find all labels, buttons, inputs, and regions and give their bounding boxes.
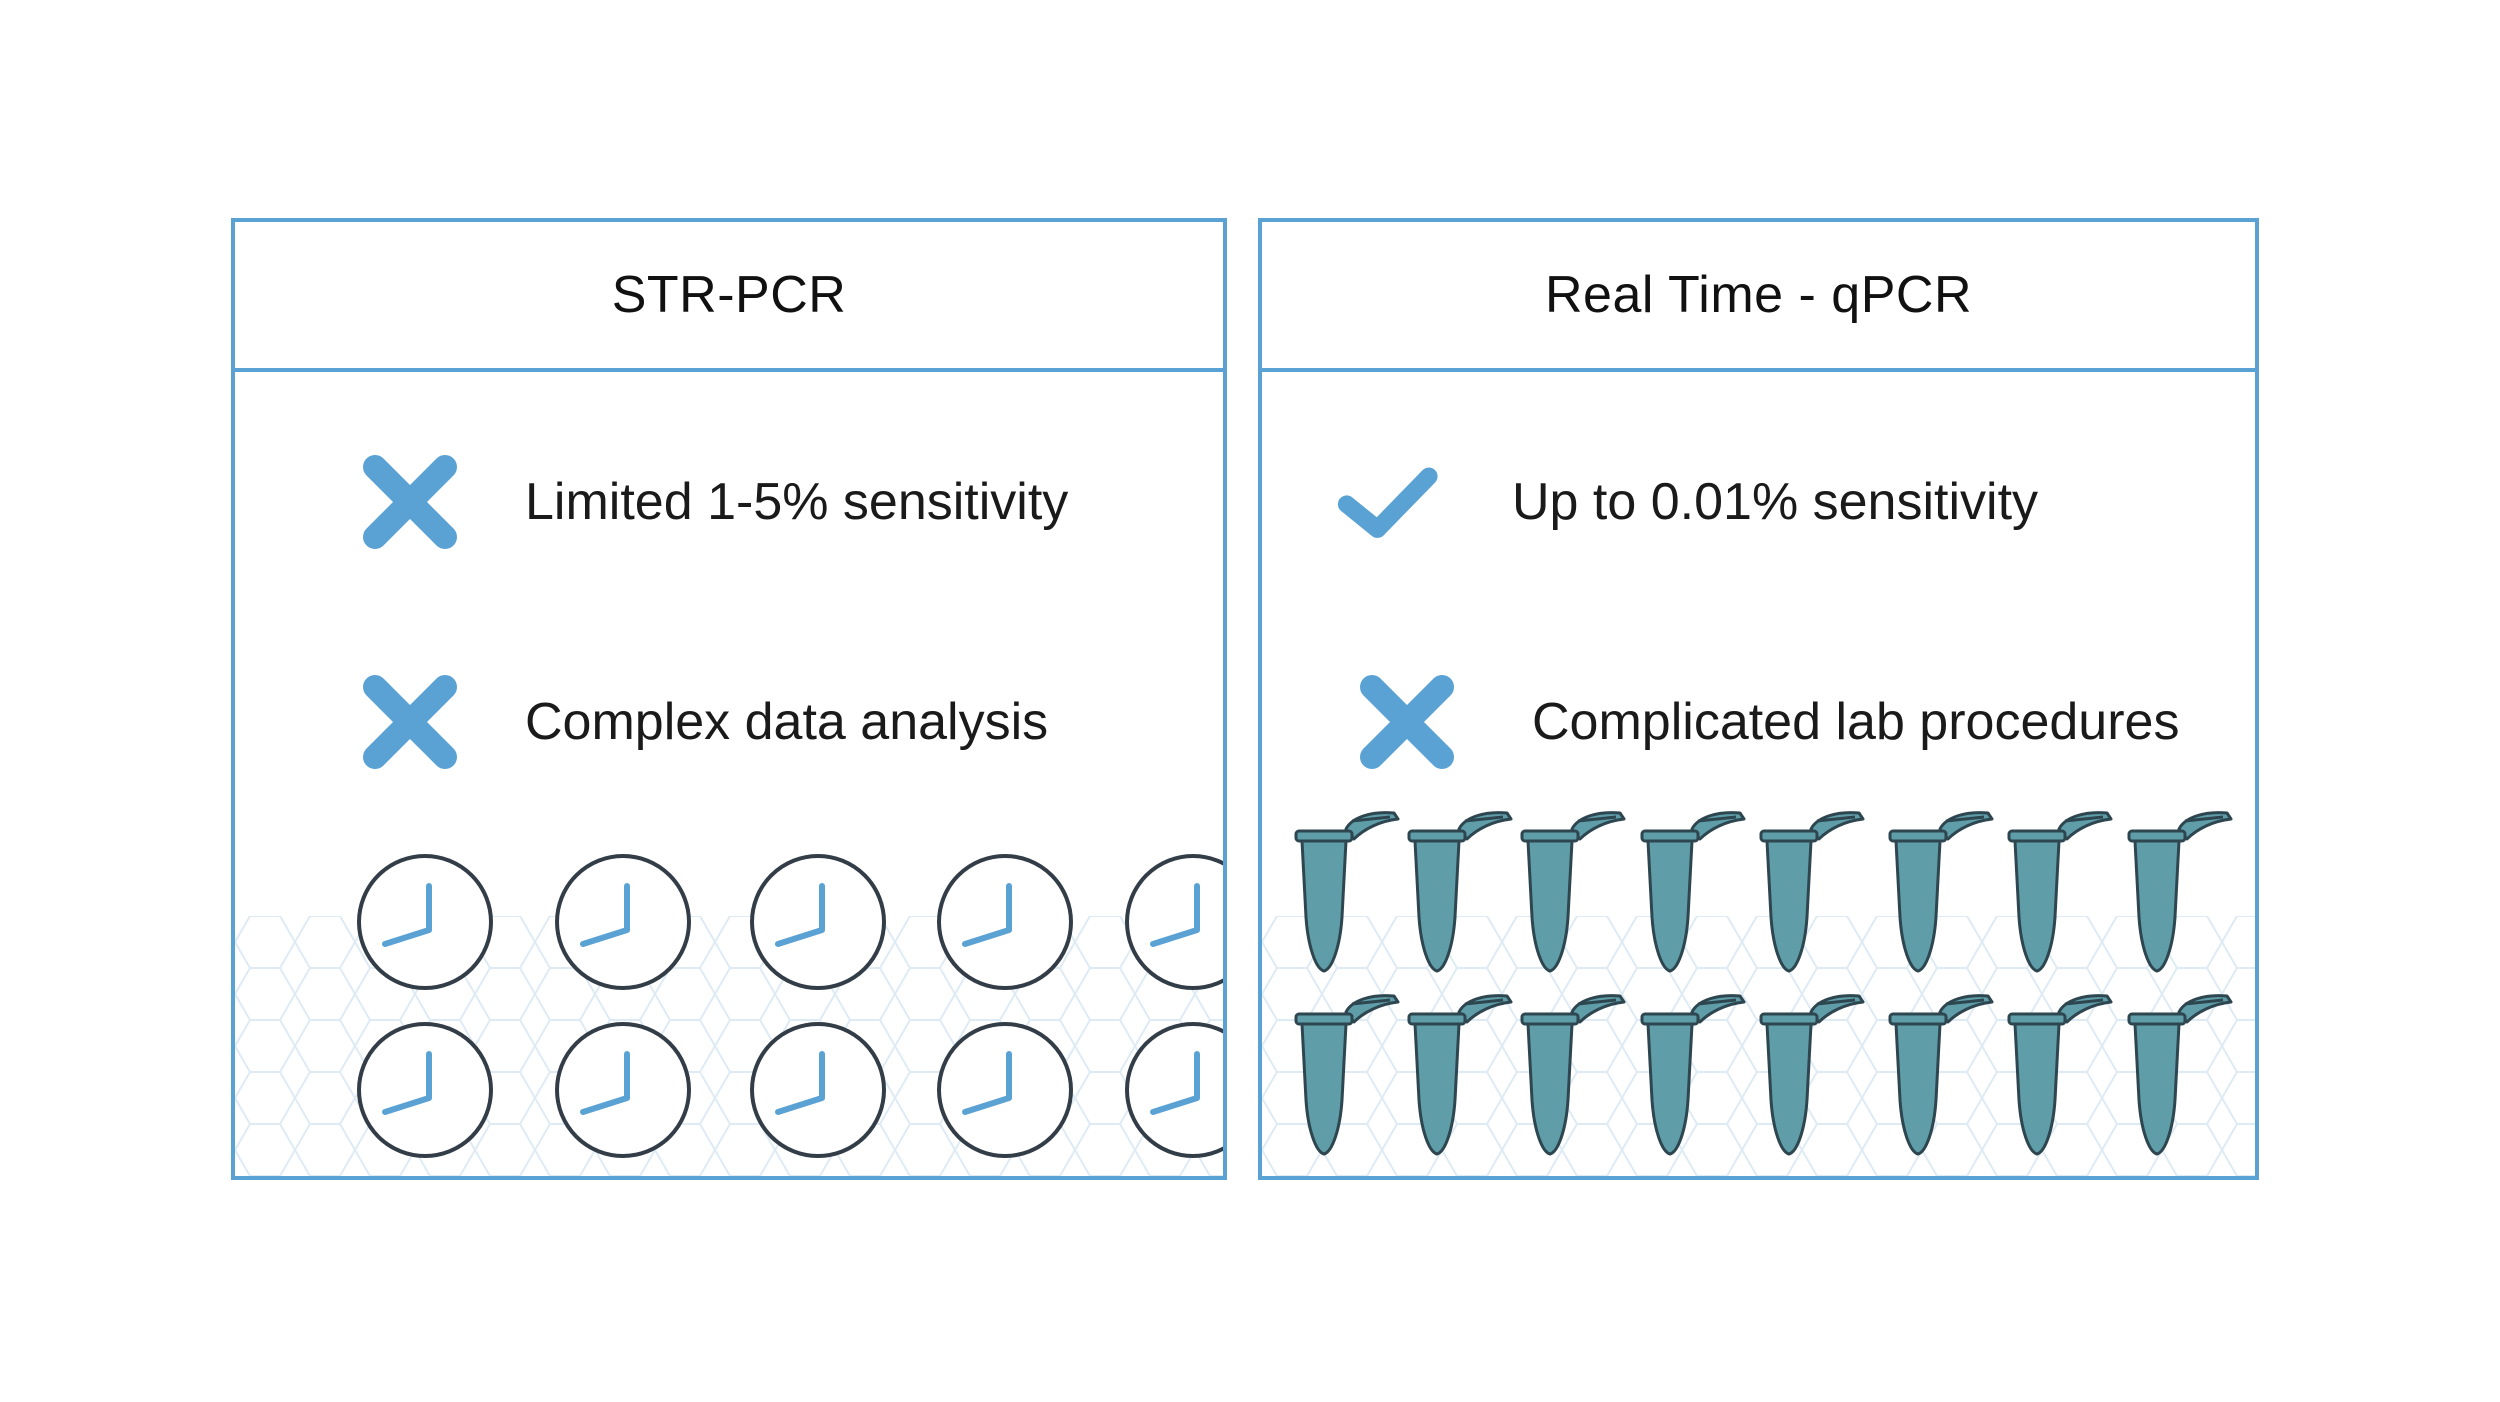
pcr-tube-icon bbox=[2007, 807, 2117, 982]
cross-icon bbox=[1352, 667, 1462, 777]
panel-title: STR-PCR bbox=[235, 222, 1223, 372]
clock-icon bbox=[553, 1020, 693, 1165]
feature-row: Complex data analysis bbox=[355, 667, 1048, 777]
feature-text: Limited 1-5% sensitivity bbox=[525, 473, 1069, 531]
pcr-tube-icon bbox=[1294, 990, 1404, 1165]
cross-icon bbox=[355, 447, 465, 557]
pcr-tube-icon bbox=[2007, 990, 2117, 1165]
pcr-tube-icon bbox=[1520, 990, 1630, 1165]
clock-icon bbox=[935, 852, 1075, 997]
pcr-tube-icon bbox=[1407, 990, 1517, 1165]
qpcr-panel: Real Time - qPCR Up to 0.01% sensitivity bbox=[1258, 218, 2259, 1180]
feature-row: Complicated lab procedures bbox=[1352, 667, 2179, 777]
pcr-tube-icon bbox=[1640, 990, 1750, 1165]
feature-text: Up to 0.01% sensitivity bbox=[1512, 473, 2039, 531]
clock-icon bbox=[748, 852, 888, 997]
pcr-tube-icon bbox=[1888, 807, 1998, 982]
clock-icon bbox=[355, 852, 495, 997]
pcr-tube-icon bbox=[2127, 807, 2237, 982]
pcr-tube-icon bbox=[1294, 807, 1404, 982]
feature-row: Limited 1-5% sensitivity bbox=[355, 447, 1068, 557]
clock-icon bbox=[1123, 1020, 1223, 1165]
pcr-tube-icon bbox=[1759, 990, 1869, 1165]
feature-text: Complex data analysis bbox=[525, 693, 1049, 751]
str-pcr-panel: STR-PCR Limited 1-5% sensitivity bbox=[231, 218, 1227, 1180]
pcr-tube-icon bbox=[1407, 807, 1517, 982]
pcr-tube-icon bbox=[2127, 990, 2237, 1165]
cross-icon bbox=[355, 667, 465, 777]
check-icon bbox=[1332, 447, 1442, 557]
feature-row: Up to 0.01% sensitivity bbox=[1332, 447, 2038, 557]
feature-text: Complicated lab procedures bbox=[1532, 693, 2180, 751]
pcr-tube-icon bbox=[1888, 990, 1998, 1165]
clock-icon bbox=[1123, 852, 1223, 997]
pcr-tube-icon bbox=[1520, 807, 1630, 982]
clock-icon bbox=[553, 852, 693, 997]
pcr-tube-icon bbox=[1759, 807, 1869, 982]
pcr-tube-icon bbox=[1640, 807, 1750, 982]
clock-icon bbox=[355, 1020, 495, 1165]
clock-icon bbox=[748, 1020, 888, 1165]
clock-icon bbox=[935, 1020, 1075, 1165]
panel-title: Real Time - qPCR bbox=[1262, 222, 2255, 372]
